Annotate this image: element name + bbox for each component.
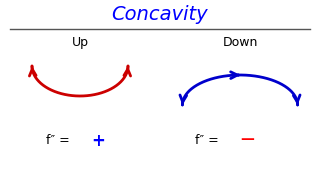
- Text: Down: Down: [222, 36, 258, 49]
- Text: f″ =: f″ =: [46, 134, 74, 147]
- Text: Up: Up: [71, 36, 89, 49]
- Text: f″ =: f″ =: [195, 134, 223, 147]
- Text: +: +: [91, 132, 105, 150]
- Text: —: —: [240, 132, 254, 147]
- Text: Concavity: Concavity: [112, 4, 208, 24]
